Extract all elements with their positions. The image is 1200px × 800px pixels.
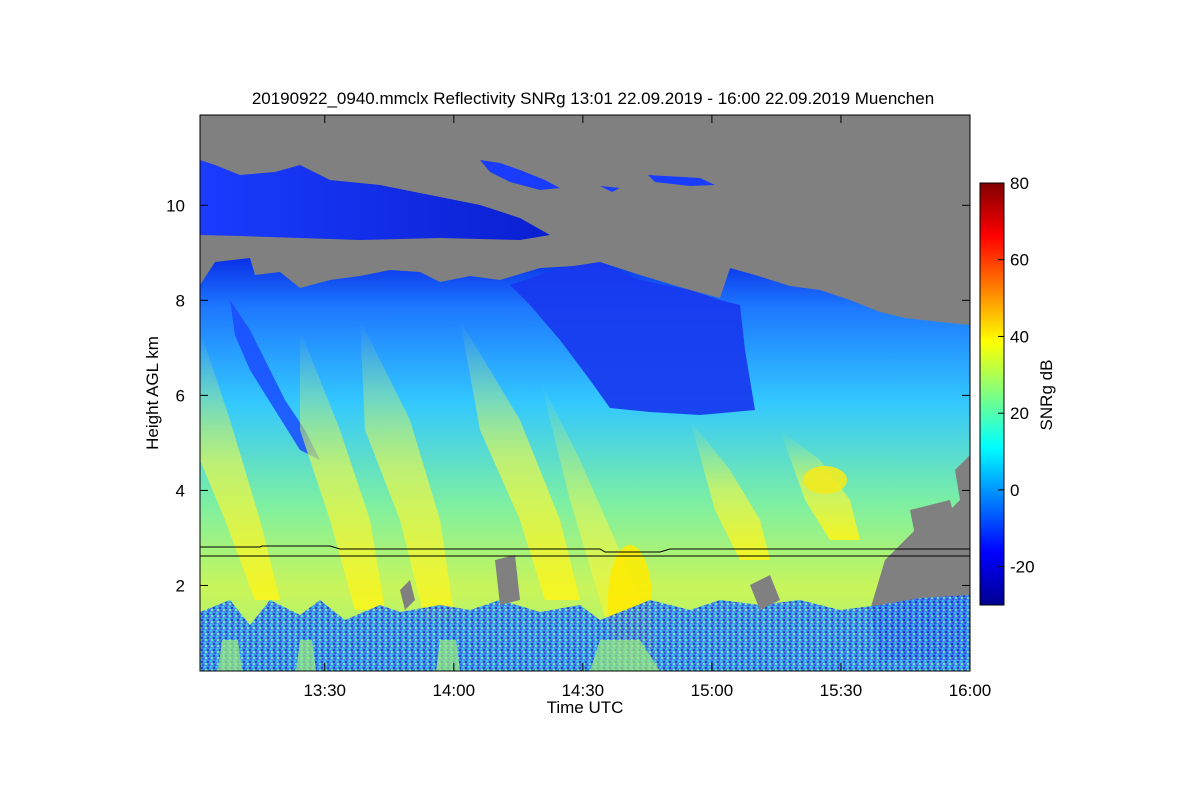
plot-area — [200, 115, 970, 671]
cirrus-echo — [200, 160, 550, 240]
x-tick-label: 16:00 — [949, 681, 992, 700]
rain-shafts — [218, 640, 660, 671]
dry-pocket-echo — [510, 262, 755, 415]
x-tick-label: 14:00 — [433, 681, 476, 700]
y-axis: 2 4 6 8 10 — [166, 196, 970, 595]
dry-pocket-streak — [230, 300, 320, 460]
cirrus-fragments — [480, 160, 715, 192]
main-echo — [200, 258, 970, 671]
x-axis: 13:30 14:00 14:30 15:00 15:30 16:00 — [303, 115, 991, 700]
y-tick-label: 6 — [176, 386, 185, 405]
x-tick-label: 13:30 — [303, 681, 346, 700]
colorbar-ticks: -20 0 20 40 60 80 — [998, 174, 1035, 577]
x-tick-label: 14:30 — [562, 681, 605, 700]
y-tick-label: 8 — [176, 291, 185, 310]
x-axis-label: Time UTC — [547, 698, 624, 717]
x-tick-label: 15:30 — [820, 681, 863, 700]
peak-reflectivity-core — [803, 466, 847, 494]
colorbar-tick-label: 60 — [1010, 251, 1029, 270]
y-tick-label: 10 — [166, 196, 185, 215]
surface-noise — [200, 595, 970, 671]
colorbar-tick-label: -20 — [1010, 558, 1035, 577]
melting-layer-top — [200, 545, 970, 553]
plot-frame — [199, 114, 971, 672]
colorbar-label: SNRg dB — [1037, 360, 1056, 431]
colorbar-tick-label: 80 — [1010, 174, 1029, 193]
colorbar — [979, 182, 1005, 606]
colorbar-tick-label: 0 — [1010, 481, 1019, 500]
y-tick-label: 4 — [176, 481, 185, 500]
colorbar-tick-label: 20 — [1010, 404, 1029, 423]
colorbar-tick-label: 40 — [1010, 327, 1029, 346]
chart-title: 20190922_0940.mmclx Reflectivity SNRg 13… — [252, 89, 934, 108]
y-tick-label: 2 — [176, 576, 185, 595]
y-axis-label: Height AGL km — [143, 336, 162, 450]
x-tick-label: 15:00 — [691, 681, 734, 700]
